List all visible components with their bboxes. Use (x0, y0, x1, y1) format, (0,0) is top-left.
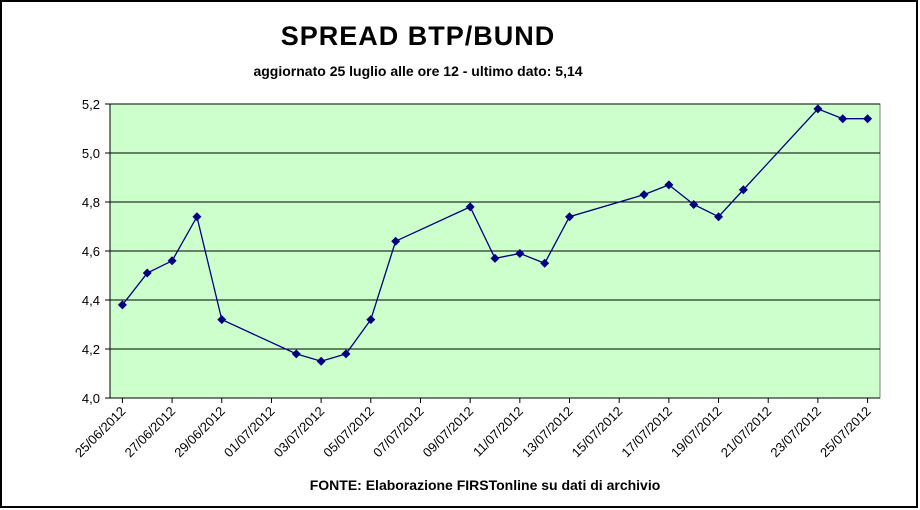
data-point (316, 356, 326, 366)
y-tick-label: 4,6 (82, 244, 100, 259)
chart-subtitle: aggiornato 25 luglio alle ore 12 - ultim… (253, 63, 582, 79)
y-tick-label: 4,0 (82, 391, 100, 406)
data-point (813, 104, 823, 114)
data-point (838, 114, 848, 124)
data-point (540, 258, 550, 268)
data-point (664, 180, 674, 190)
data-point (341, 349, 351, 359)
data-point (714, 212, 724, 222)
data-point (291, 349, 301, 359)
data-point (465, 202, 475, 212)
y-tick-label: 4,8 (82, 195, 100, 210)
data-point (490, 253, 500, 263)
data-point (192, 212, 202, 222)
data-point (391, 236, 401, 246)
data-point (117, 300, 127, 310)
chart-title: SPREAD BTP/BUND (281, 21, 556, 51)
data-point (366, 315, 376, 325)
data-point (167, 256, 177, 266)
data-point (689, 199, 699, 209)
y-tick-label: 5,0 (82, 146, 100, 161)
data-point (217, 315, 227, 325)
data-point (515, 248, 525, 258)
data-point (142, 268, 152, 278)
data-point (863, 114, 873, 124)
y-tick-label: 4,2 (82, 342, 100, 357)
data-point (738, 185, 748, 195)
chart-source: FONTE: Elaborazione FIRSTonline su dati … (310, 477, 661, 493)
data-point (639, 190, 649, 200)
y-tick-label: 5,2 (82, 97, 100, 112)
y-tick-label: 4,4 (82, 293, 100, 308)
data-point (565, 212, 575, 222)
